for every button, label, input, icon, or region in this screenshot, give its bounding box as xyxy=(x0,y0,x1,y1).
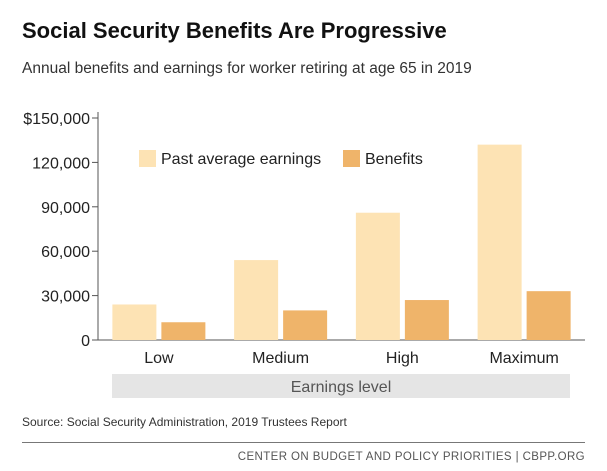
x-axis-title: Earnings level xyxy=(291,379,392,396)
x-axis-title-band xyxy=(112,374,570,398)
bar-benefits-high xyxy=(404,300,449,340)
legend-label-benefits: Benefits xyxy=(365,151,423,168)
bar-benefits-maximum xyxy=(526,291,571,340)
y-tick-label: 90,000 xyxy=(41,200,90,217)
bar-past-average-earnings-low xyxy=(112,304,157,340)
bar-past-average-earnings-maximum xyxy=(477,144,522,340)
bar-benefits-low xyxy=(161,322,206,340)
y-tick-label: 120,000 xyxy=(32,155,90,172)
footer-divider xyxy=(22,442,585,443)
y-tick-label: $150,000 xyxy=(23,111,90,128)
y-tick-label: 30,000 xyxy=(41,289,90,306)
legend-label-past-average-earnings: Past average earnings xyxy=(161,151,321,168)
x-tick-label: Low xyxy=(144,350,174,367)
legend-swatch-past-average-earnings xyxy=(139,150,156,167)
bar-chart: 0 30,000 60,000 90,000 120,000 $150,000 Low Med… xyxy=(23,111,585,398)
source-note: Source: Social Security Administration, … xyxy=(22,415,347,429)
y-tick-label: 0 xyxy=(81,333,90,350)
chart-title: Social Security Benefits Are Progressive xyxy=(22,18,447,43)
legend-swatch-benefits xyxy=(343,150,360,167)
x-tick-label: Maximum xyxy=(489,350,558,367)
bar-past-average-earnings-medium xyxy=(234,260,279,340)
y-tick-label: 60,000 xyxy=(41,244,90,261)
footer-credit: CENTER ON BUDGET AND POLICY PRIORITIES |… xyxy=(237,451,585,463)
bar-past-average-earnings-high xyxy=(355,212,400,340)
x-tick-label: Medium xyxy=(252,350,309,367)
x-tick-label: High xyxy=(386,350,419,367)
bar-benefits-medium xyxy=(283,310,328,340)
chart-subtitle: Annual benefits and earnings for worker … xyxy=(22,60,472,77)
